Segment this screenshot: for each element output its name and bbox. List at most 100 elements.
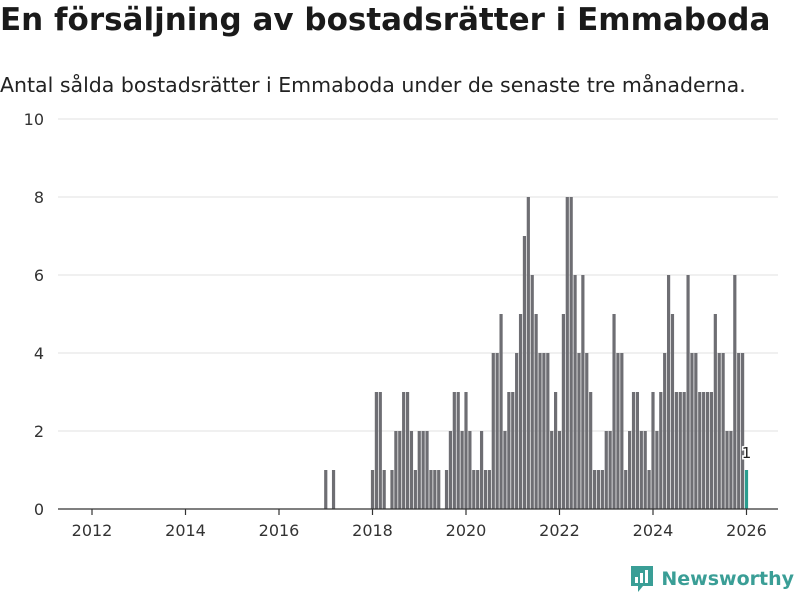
bar: [698, 392, 702, 509]
bar: [666, 275, 671, 509]
bar: [448, 431, 453, 509]
bar: [374, 392, 378, 509]
bar: [577, 353, 581, 509]
bar: [405, 392, 410, 509]
bar: [491, 353, 495, 509]
bar: [651, 392, 655, 509]
bar: [690, 353, 694, 509]
bar: [561, 314, 565, 509]
bar: [729, 431, 733, 509]
newsworthy-logo[interactable]: Newsworthy: [629, 564, 794, 594]
last-bar-data-label: 1: [742, 444, 752, 462]
bar: [721, 353, 725, 509]
bar: [608, 431, 612, 509]
bar: [526, 197, 530, 509]
bar: [600, 470, 604, 509]
x-tick-label: 2026: [726, 521, 767, 540]
bar: [515, 353, 519, 509]
y-tick-label: 8: [34, 188, 44, 207]
newsworthy-logo-text: Newsworthy: [661, 568, 794, 590]
bar: [542, 353, 546, 509]
bar: [713, 314, 717, 509]
bar: [682, 392, 686, 509]
bar: [468, 431, 472, 509]
bar: [402, 392, 406, 509]
y-tick-label: 10: [24, 110, 44, 129]
x-tick-label: 2018: [352, 521, 393, 540]
bar: [557, 431, 562, 509]
chart-subtitle: Antal sålda bostadsrätter i Emmaboda und…: [0, 73, 746, 97]
bar: [585, 353, 589, 509]
bar: [425, 431, 429, 509]
bar: [522, 236, 527, 509]
bar: [620, 353, 624, 509]
bar: [518, 314, 523, 509]
bar: [499, 314, 503, 509]
bar: [456, 392, 460, 509]
bar: [596, 470, 601, 509]
bar: [737, 353, 741, 509]
bar: [592, 470, 597, 509]
bar: [725, 431, 729, 509]
bar: [370, 470, 375, 509]
bar: [479, 431, 484, 509]
bar: [717, 353, 721, 509]
bar: [503, 431, 507, 509]
bar: [487, 470, 491, 509]
bar: [694, 353, 698, 509]
bar: [394, 431, 398, 509]
bar: [643, 431, 647, 509]
bar: [460, 431, 464, 509]
bar: [741, 353, 745, 509]
y-axis-tick-labels: 0 2 4 6 8 10: [24, 110, 44, 519]
bar: [709, 392, 714, 509]
bar: [733, 275, 737, 509]
bar: [686, 275, 690, 509]
y-tick-label: 4: [34, 344, 44, 363]
x-tick-label: 2016: [259, 521, 300, 540]
bar: [663, 353, 667, 509]
bar-latest: [744, 470, 749, 509]
bar: [569, 197, 573, 509]
bar: [483, 470, 488, 509]
bar: [476, 470, 480, 509]
bar: [378, 392, 382, 509]
bar: [565, 197, 569, 509]
x-tick-label: 2022: [539, 521, 580, 540]
bar: [639, 431, 643, 509]
y-tick-label: 6: [34, 266, 44, 285]
bar: [678, 392, 682, 509]
bar: [635, 392, 640, 509]
bar: [705, 392, 710, 509]
bar: [674, 392, 678, 509]
bar: [647, 470, 651, 509]
bar: [464, 392, 468, 509]
bar: [612, 314, 616, 509]
bar: [631, 392, 636, 509]
bar: [507, 392, 511, 509]
bar: [390, 470, 394, 509]
x-tick-label: 2020: [446, 521, 487, 540]
bar: [511, 392, 515, 509]
bar: [655, 431, 659, 509]
newsworthy-logo-icon: [631, 566, 654, 592]
bar: [589, 392, 593, 509]
bar: [550, 431, 554, 509]
bar: [573, 275, 577, 509]
bar: [421, 431, 425, 509]
chart-title: En försäljning av bostadsrätter i Emmabo…: [0, 2, 771, 38]
bar: [616, 353, 620, 509]
x-tick-label: 2012: [72, 521, 113, 540]
x-axis-ticks: 2012 2014 2016 2018 2020 2022 2024 2026: [72, 509, 767, 540]
y-tick-label: 0: [34, 500, 44, 519]
bar: [670, 314, 675, 509]
bar: [530, 275, 534, 509]
bar: [433, 470, 437, 509]
bar: [452, 392, 456, 509]
bar: [409, 431, 414, 509]
bar: [538, 353, 542, 509]
bar: [413, 470, 417, 509]
bar: [382, 470, 386, 509]
bar: [417, 431, 421, 509]
